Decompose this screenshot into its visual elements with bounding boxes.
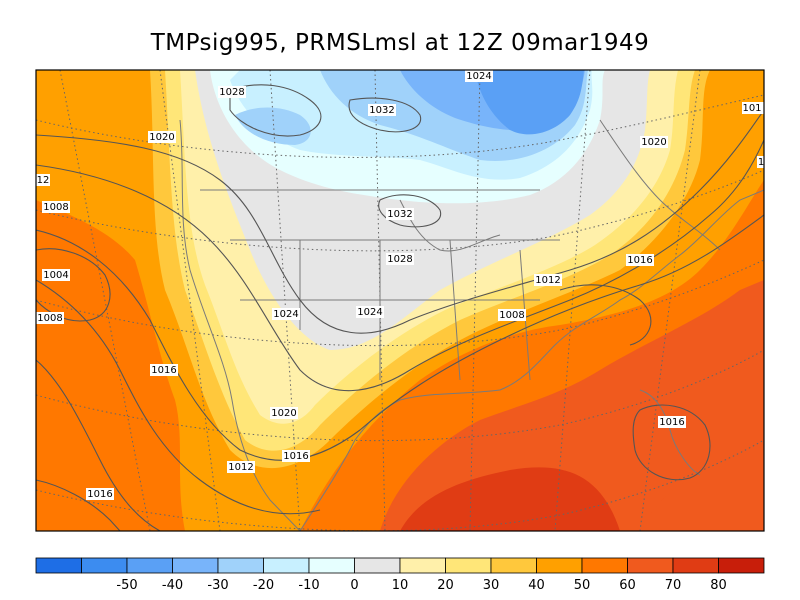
colorbar-tick-label: -10	[298, 578, 319, 593]
isobar-label: 1032	[386, 208, 414, 220]
isobar-label: 1024	[272, 308, 300, 320]
colorbar-tick-label: 50	[574, 578, 591, 593]
svg-text:1020: 1020	[641, 137, 666, 148]
svg-text:1012: 1012	[535, 275, 560, 286]
isobar-label: 101	[742, 102, 764, 114]
svg-text:1008: 1008	[499, 310, 524, 321]
colorbar-swatch	[536, 557, 583, 574]
isobar-label: 1028	[218, 86, 246, 98]
colorbar-tick-label: -30	[207, 578, 228, 593]
isobar-label: 1	[757, 156, 764, 168]
colorbar-tick-label: -50	[116, 578, 137, 593]
isobar-label: 1016	[150, 364, 178, 376]
svg-text:12: 12	[37, 175, 50, 186]
colorbar-swatch	[308, 557, 355, 574]
colorbar-swatch	[217, 557, 264, 574]
svg-text:1012: 1012	[228, 462, 253, 473]
colorbar-swatch	[81, 557, 128, 574]
isobar-label: 1008	[36, 312, 64, 324]
svg-text:1020: 1020	[271, 408, 296, 419]
map-title: TMPsig995, PRMSLmsl at 12Z 09mar1949	[150, 30, 650, 56]
colorbar-tick-label: 40	[528, 578, 545, 593]
isobar-label: 1004	[42, 269, 70, 281]
isobar-label: 1016	[86, 488, 114, 500]
isobar-label: 1020	[148, 131, 176, 143]
colorbar	[35, 557, 765, 574]
svg-text:1008: 1008	[43, 202, 68, 213]
map-frame	[35, 69, 765, 532]
colorbar-swatch	[354, 557, 401, 574]
svg-text:1016: 1016	[283, 451, 308, 462]
svg-text:1004: 1004	[43, 270, 68, 281]
colorbar-swatch	[126, 557, 173, 574]
svg-text:1032: 1032	[369, 105, 394, 116]
colorbar-tick-label: 0	[350, 578, 358, 593]
colorbar-tick-label: 20	[437, 578, 454, 593]
isobar-labels: 1024 1028 1032 1020 1020 12 1008 1032 10…	[36, 70, 764, 500]
isobar-label: 1020	[270, 407, 298, 419]
svg-text:1024: 1024	[357, 307, 382, 318]
colorbar-swatch	[581, 557, 628, 574]
isobar-label: 12	[36, 174, 50, 186]
colorbar-tick-labels: -50 -40 -30 -20 -10 0 10 20 30 40 50 60 …	[116, 578, 726, 593]
isobar-label: 1008	[498, 309, 526, 321]
svg-text:1016: 1016	[659, 417, 684, 428]
colorbar-swatch	[399, 557, 446, 574]
colorbar-swatch	[263, 557, 310, 574]
colorbar-swatch	[718, 557, 765, 574]
colorbar-tick-label: -20	[253, 578, 274, 593]
isobar-label: 1016	[626, 254, 654, 266]
colorbar-swatch	[445, 557, 492, 574]
colorbar-tick-label: 10	[392, 578, 409, 593]
isobar-label: 1012	[227, 461, 255, 473]
isobar-label: 1020	[640, 136, 668, 148]
svg-text:1016: 1016	[151, 365, 176, 376]
isobar-label: 1024	[356, 306, 384, 318]
map-overlays	[36, 70, 764, 531]
colorbar-tick-label: 70	[665, 578, 682, 593]
isobar-label: 1016	[282, 450, 310, 462]
colorbar-tick-label: 80	[710, 578, 727, 593]
colorbar-tick-label: -40	[162, 578, 183, 593]
isobar-label: 1032	[368, 104, 396, 116]
svg-text:1032: 1032	[387, 209, 412, 220]
svg-text:1028: 1028	[219, 87, 244, 98]
isobar-label: 1028	[386, 253, 414, 265]
colorbar-tick-label: 30	[483, 578, 500, 593]
isobar-label: 1012	[534, 274, 562, 286]
svg-text:101: 101	[742, 103, 761, 114]
colorbar-swatch	[172, 557, 219, 574]
colorbar-swatch	[627, 557, 674, 574]
svg-text:1024: 1024	[466, 71, 491, 82]
colorbar-swatch	[672, 557, 719, 574]
colorbar-swatch	[490, 557, 537, 574]
svg-text:1024: 1024	[273, 309, 298, 320]
isobar-label: 1016	[658, 416, 686, 428]
isobar-label: 1008	[42, 201, 70, 213]
isobars	[36, 84, 764, 531]
svg-text:1: 1	[758, 157, 764, 168]
isobar-label: 1024	[465, 70, 493, 82]
svg-text:1020: 1020	[149, 132, 174, 143]
svg-text:1028: 1028	[387, 254, 412, 265]
svg-text:1008: 1008	[37, 313, 62, 324]
svg-text:1016: 1016	[87, 489, 112, 500]
svg-text:1016: 1016	[627, 255, 652, 266]
colorbar-tick-label: 60	[619, 578, 636, 593]
colorbar-swatch	[35, 557, 82, 574]
